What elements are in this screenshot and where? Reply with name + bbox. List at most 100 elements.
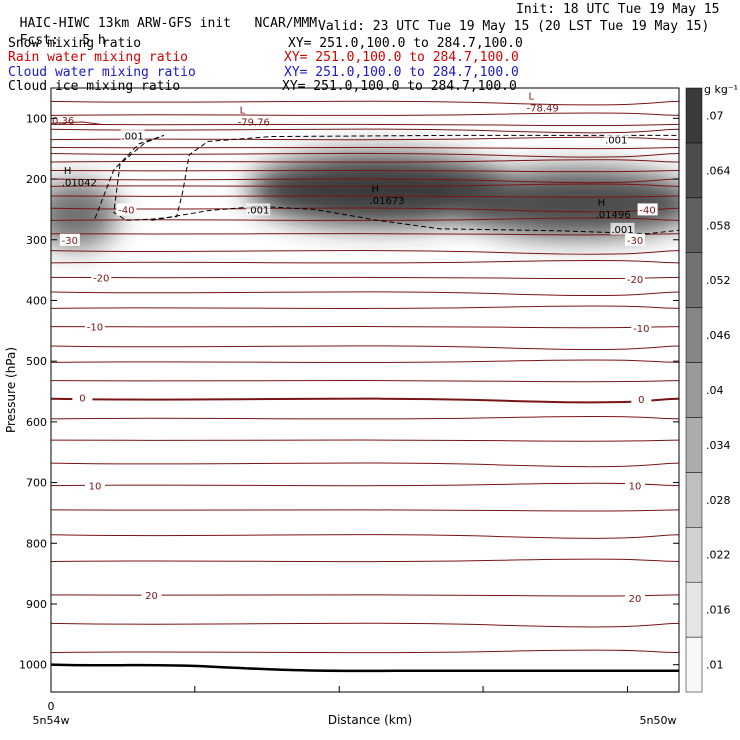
colorbar-tick-label: .016: [706, 604, 731, 617]
isotherm-line: [51, 534, 679, 539]
ice-contour-label: .001: [122, 131, 144, 142]
colorbar: .01 .016 .022 .028 .034 .04 .046 .052 .058 .064 .0…: [685, 83, 738, 693]
x-axis-label: Distance (km): [328, 713, 412, 727]
isotherm-line: [51, 397, 679, 404]
init-time: Init: 18 UTC Tue 19 May 15: [516, 2, 720, 17]
colorbar-segment: [685, 636, 703, 693]
y-tick-label: 800: [26, 537, 47, 550]
field-name-cloud-water: Cloud water mixing ratio: [8, 65, 196, 80]
colorbar-segment: [685, 472, 703, 528]
isotherm-line: [51, 509, 679, 512]
extremum-marker: H: [372, 184, 380, 195]
field-name-snow: Snow mixing ratio: [8, 36, 142, 51]
extremum-value: .01673: [370, 196, 405, 207]
y-tick-label: 300: [26, 234, 47, 247]
extremum-marker: L: [529, 91, 535, 102]
x-tick-label: 0: [48, 700, 55, 713]
isotherm-line: [51, 594, 679, 597]
ice-contour-label: .001: [611, 225, 633, 236]
temp-value-label: 0.36: [52, 116, 74, 127]
isotherm-label: -40: [639, 205, 655, 216]
field-xy-snow: XY= 251.0,100.0 to 284.7,100.0: [288, 36, 523, 51]
field-xy-cloud-water: XY= 251.0,100.0 to 284.7,100.0: [284, 65, 519, 80]
ice-contour-label: .001: [605, 136, 627, 147]
isotherm-label-bg: [625, 591, 646, 604]
isotherm-line: [51, 152, 679, 158]
isotherm-line: [51, 146, 679, 150]
isotherm-label-bg: [91, 271, 112, 284]
isotherm-line: [51, 136, 679, 141]
isotherm-line: [51, 622, 679, 628]
cloud-ice-blob: [51, 180, 119, 249]
isotherm-label: 0: [638, 395, 644, 406]
ice-label-bg: [120, 129, 145, 142]
colorbar-tick-label: .034: [706, 439, 731, 452]
plot-title: HAIC-HIWC 13km ARW-GFS init NCAR/MMM: [19, 16, 318, 31]
isotherm-label-bg: [72, 391, 93, 404]
isotherm-label-bg: [59, 233, 80, 246]
extremum-value: .01496: [596, 210, 631, 221]
isotherm-label: 20: [145, 591, 158, 602]
isotherm-label-bg: [631, 392, 652, 405]
isotherm-line: [51, 178, 679, 184]
y-tick-label: 600: [26, 416, 47, 429]
isotherm-label: -10: [633, 324, 649, 335]
terrain-surface: [51, 663, 679, 673]
isotherm-line: [51, 558, 679, 563]
colorbar-segment: [685, 527, 703, 583]
isotherm-line: [51, 159, 679, 163]
isotherm-line: [51, 462, 679, 468]
field-name-cloud-ice: Cloud ice mixing ratio: [8, 79, 181, 94]
y-tick-label: 400: [26, 294, 47, 307]
isotherm-label: -20: [627, 275, 643, 286]
extremum-marker: H: [64, 166, 72, 177]
isotherm-label: 10: [89, 482, 102, 493]
extremum-marker: L: [240, 105, 246, 116]
colorbar-unit: g kg⁻¹: [704, 83, 738, 96]
temp-minor-contour: [51, 121, 102, 125]
y-tick-label: 1000: [19, 659, 47, 672]
isotherm-line: [51, 233, 679, 236]
extremum-value: .01042: [62, 178, 97, 189]
isotherm-line: [51, 380, 679, 383]
isotherm-line: [51, 170, 679, 173]
isotherm-line: [51, 250, 679, 255]
isotherm-label: 10: [629, 482, 642, 493]
isotherm-label: -30: [627, 236, 643, 247]
isotherm-line: [51, 359, 679, 363]
isotherm-line: [51, 217, 679, 221]
isotherm-label-bg: [625, 479, 646, 492]
isotherm-label-bg: [84, 479, 105, 492]
colorbar-segment: [685, 142, 703, 199]
colorbar-tick-label: .04: [706, 384, 724, 397]
extremum-marker: H: [598, 198, 606, 209]
y-tick-label: 100: [26, 112, 47, 125]
x-end-label-right: 5n50w: [640, 714, 677, 727]
isotherm-line: [51, 345, 679, 351]
colorbar-tick-label: .07: [706, 109, 724, 122]
ice-label-bg: [610, 222, 635, 235]
colorbar-segment: [685, 581, 703, 638]
colorbar-tick-label: .046: [706, 329, 731, 342]
isotherm-line: [51, 128, 679, 134]
field-name-rain: Rain water mixing ratio: [8, 50, 189, 65]
isotherm-label-bg: [116, 203, 137, 216]
isotherm-line: [51, 326, 679, 329]
y-tick-label: 200: [26, 173, 47, 186]
ice-label-bg: [246, 203, 271, 216]
isotherm-line: [51, 183, 679, 187]
isotherm-label: -20: [93, 273, 109, 284]
ice-contour-upper: [94, 134, 679, 221]
isotherm-label-bg: [631, 321, 652, 334]
isotherm-line: [51, 305, 679, 309]
isotherm-label-bg: [141, 588, 162, 601]
colorbar-tick-label: .01: [706, 659, 724, 672]
plot-frame: [50, 87, 680, 693]
isotherm-line: [51, 100, 679, 106]
isotherm-line: [51, 112, 679, 116]
isotherm-lines: [51, 100, 679, 654]
isotherm-line: [51, 123, 679, 127]
